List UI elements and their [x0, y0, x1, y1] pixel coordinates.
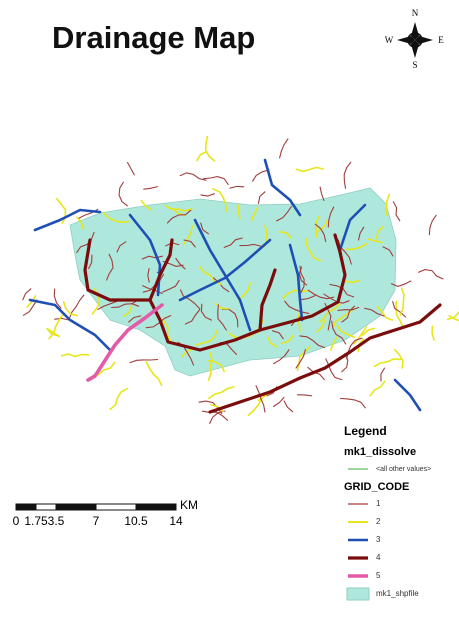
stream — [230, 186, 244, 188]
stream — [23, 289, 31, 300]
compass-s: S — [412, 60, 417, 70]
stream — [344, 162, 351, 188]
legend-layer: GRID_CODE — [344, 481, 409, 493]
compass-w: W — [385, 35, 394, 45]
stream — [374, 359, 400, 367]
stream — [130, 360, 158, 363]
stream — [419, 270, 443, 279]
stream — [144, 187, 158, 190]
stream — [253, 170, 270, 181]
stream — [432, 326, 434, 340]
stream — [110, 389, 127, 410]
compass: N S E W — [385, 8, 445, 70]
stream — [209, 387, 234, 399]
stream — [341, 399, 366, 408]
legend-label: 3 — [376, 535, 381, 544]
legend: Legend mk1_dissolve <all other values> GRID… — [344, 424, 431, 600]
legend-swatch — [347, 588, 369, 600]
stream — [256, 386, 265, 412]
scale-segment — [136, 504, 176, 510]
scale-label: 1.75 — [24, 514, 48, 528]
stream — [201, 194, 215, 196]
scale-segment — [96, 504, 136, 510]
river — [395, 380, 420, 410]
legend-label: 2 — [376, 517, 381, 526]
legend-label: <all other values> — [376, 466, 431, 473]
scale-segment — [16, 504, 36, 510]
stream — [197, 152, 207, 161]
stream — [119, 182, 127, 206]
stream — [429, 215, 436, 234]
stream — [249, 399, 262, 415]
scale-segment — [56, 504, 96, 510]
scale-label: 3.5 — [48, 514, 65, 528]
scale-label: 0 — [13, 514, 20, 528]
compass-e: E — [438, 35, 444, 45]
stream — [296, 167, 323, 171]
map-title: Drainage Map — [52, 20, 255, 55]
legend-title: Legend — [344, 424, 387, 438]
stream — [400, 288, 404, 315]
stream — [62, 354, 89, 357]
legend-label: mk1_shpfile — [376, 589, 419, 598]
stream — [128, 163, 135, 175]
stream — [55, 318, 69, 320]
stream — [370, 381, 385, 395]
page: Drainage Map N S E W Legend mk1_dissolve <… — [0, 0, 459, 623]
stream — [274, 397, 284, 406]
scale-label: 7 — [93, 514, 100, 528]
scale-label: 10.5 — [124, 514, 148, 528]
legend-label: 4 — [376, 553, 381, 562]
legend-layer: mk1_dissolve — [344, 446, 416, 458]
scale-unit: KM — [180, 498, 198, 512]
stream — [204, 177, 229, 185]
stream — [298, 395, 312, 396]
river — [30, 300, 110, 350]
stream — [320, 187, 324, 200]
stream — [393, 202, 400, 221]
scale-segment — [36, 504, 56, 510]
stream — [64, 302, 78, 316]
scale-label: 14 — [169, 514, 183, 528]
stream — [206, 137, 215, 161]
stream — [146, 362, 161, 385]
legend-label: 5 — [376, 571, 381, 580]
compass-n: N — [412, 8, 419, 18]
legend-label: 1 — [376, 499, 381, 508]
stream — [180, 173, 206, 180]
map — [23, 137, 459, 424]
stream — [381, 368, 385, 381]
stream — [284, 401, 293, 412]
stream — [259, 192, 266, 204]
stream — [280, 139, 288, 158]
